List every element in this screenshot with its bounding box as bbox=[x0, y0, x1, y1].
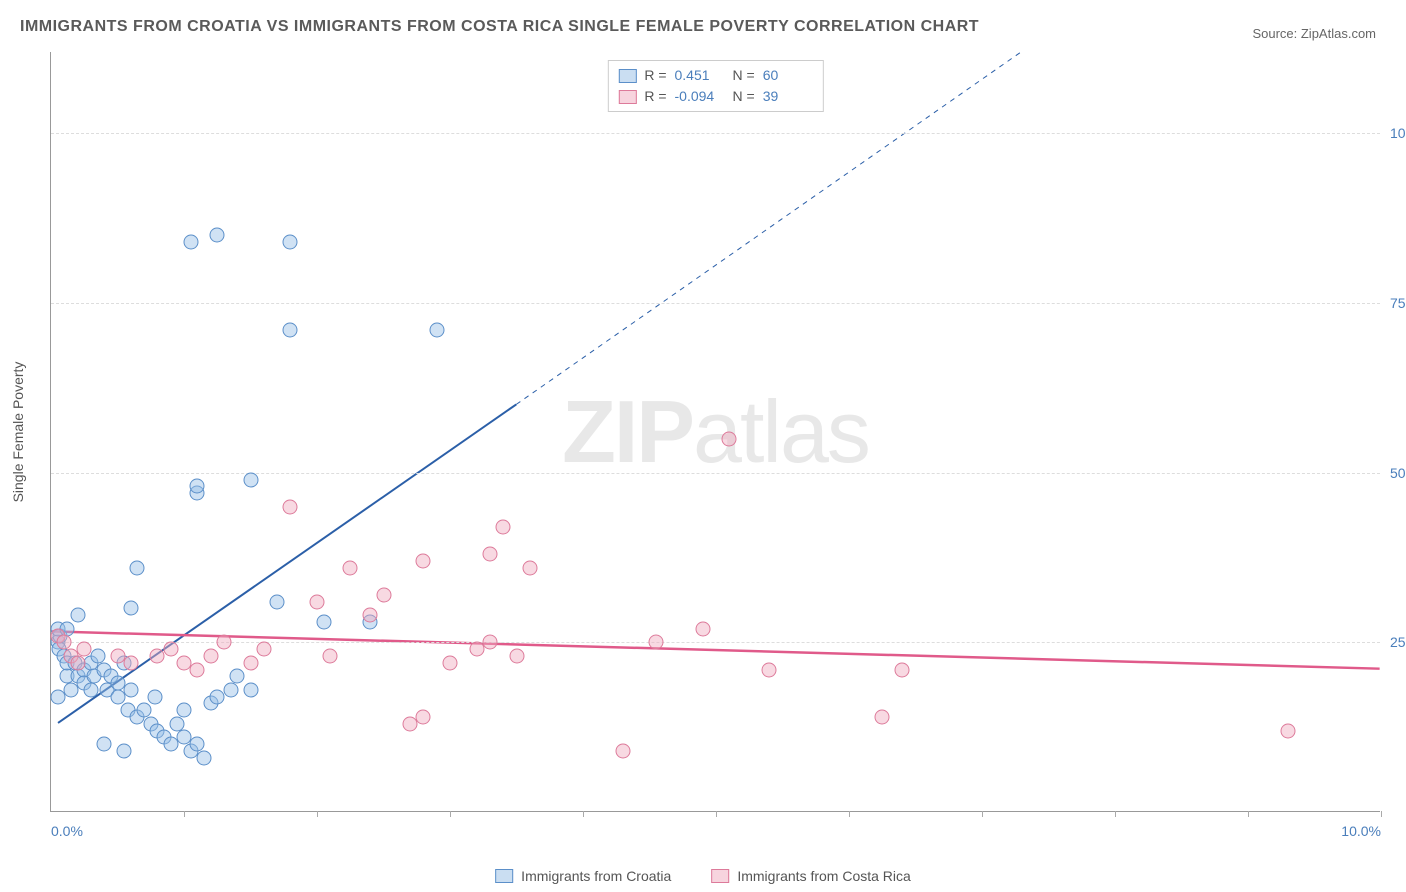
gridline bbox=[51, 642, 1380, 643]
data-point bbox=[256, 642, 271, 657]
legend-label: Immigrants from Costa Rica bbox=[737, 868, 910, 884]
swatch-icon bbox=[711, 869, 729, 883]
y-tick-label: 50.0% bbox=[1390, 465, 1406, 481]
correlation-stats-box: R = 0.451 N = 60 R = -0.094 N = 39 bbox=[607, 60, 823, 112]
data-point bbox=[443, 655, 458, 670]
swatch-icon bbox=[495, 869, 513, 883]
legend: Immigrants from Croatia Immigrants from … bbox=[495, 868, 911, 884]
data-point bbox=[895, 662, 910, 677]
swatch-series-1 bbox=[618, 69, 636, 83]
data-point bbox=[77, 642, 92, 657]
data-point bbox=[123, 601, 138, 616]
x-tick-label: 0.0% bbox=[51, 823, 83, 839]
data-point bbox=[496, 520, 511, 535]
y-tick-label: 100.0% bbox=[1390, 125, 1406, 141]
data-point bbox=[223, 682, 238, 697]
data-point bbox=[615, 743, 630, 758]
x-minor-tick bbox=[450, 811, 451, 817]
data-point bbox=[429, 323, 444, 338]
gridline bbox=[51, 303, 1380, 304]
data-point bbox=[190, 662, 205, 677]
stats-row-series-2: R = -0.094 N = 39 bbox=[618, 86, 812, 107]
chart-title: IMMIGRANTS FROM CROATIA VS IMMIGRANTS FR… bbox=[20, 18, 979, 36]
x-minor-tick bbox=[583, 811, 584, 817]
data-point bbox=[70, 608, 85, 623]
data-point bbox=[190, 479, 205, 494]
data-point bbox=[177, 703, 192, 718]
data-point bbox=[522, 560, 537, 575]
data-point bbox=[283, 323, 298, 338]
x-minor-tick bbox=[317, 811, 318, 817]
data-point bbox=[509, 648, 524, 663]
x-minor-tick bbox=[849, 811, 850, 817]
data-point bbox=[323, 648, 338, 663]
data-point bbox=[97, 737, 112, 752]
stats-row-series-1: R = 0.451 N = 60 bbox=[618, 65, 812, 86]
data-point bbox=[482, 547, 497, 562]
data-point bbox=[875, 710, 890, 725]
data-point bbox=[210, 228, 225, 243]
data-point bbox=[243, 655, 258, 670]
data-point bbox=[376, 587, 391, 602]
data-point bbox=[230, 669, 245, 684]
data-point bbox=[416, 553, 431, 568]
data-point bbox=[70, 655, 85, 670]
data-point bbox=[123, 682, 138, 697]
data-point bbox=[722, 431, 737, 446]
x-minor-tick bbox=[1248, 811, 1249, 817]
data-point bbox=[183, 235, 198, 250]
x-minor-tick bbox=[982, 811, 983, 817]
data-point bbox=[270, 594, 285, 609]
data-point bbox=[243, 472, 258, 487]
data-point bbox=[123, 655, 138, 670]
data-point bbox=[283, 499, 298, 514]
data-point bbox=[762, 662, 777, 677]
x-minor-tick bbox=[716, 811, 717, 817]
legend-item-costa-rica: Immigrants from Costa Rica bbox=[711, 868, 910, 884]
plot-region: ZIPatlas R = 0.451 N = 60 R = -0.094 N =… bbox=[50, 52, 1380, 812]
data-point bbox=[163, 642, 178, 657]
data-point bbox=[117, 743, 132, 758]
watermark: ZIPatlas bbox=[562, 381, 869, 483]
data-point bbox=[243, 682, 258, 697]
data-point bbox=[316, 615, 331, 630]
data-point bbox=[416, 710, 431, 725]
swatch-series-2 bbox=[618, 90, 636, 104]
data-point bbox=[695, 621, 710, 636]
data-point bbox=[649, 635, 664, 650]
data-point bbox=[216, 635, 231, 650]
x-tick-label: 10.0% bbox=[1341, 823, 1381, 839]
data-point bbox=[283, 235, 298, 250]
data-point bbox=[310, 594, 325, 609]
data-point bbox=[147, 689, 162, 704]
data-point bbox=[203, 648, 218, 663]
y-axis-label: Single Female Poverty bbox=[10, 362, 26, 503]
data-point bbox=[83, 682, 98, 697]
data-point bbox=[343, 560, 358, 575]
chart-area: Single Female Poverty ZIPatlas R = 0.451… bbox=[50, 52, 1380, 812]
data-point bbox=[196, 750, 211, 765]
x-minor-tick bbox=[1115, 811, 1116, 817]
source-label: Source: ZipAtlas.com bbox=[1252, 26, 1376, 41]
legend-item-croatia: Immigrants from Croatia bbox=[495, 868, 671, 884]
gridline bbox=[51, 133, 1380, 134]
legend-label: Immigrants from Croatia bbox=[521, 868, 671, 884]
y-tick-label: 25.0% bbox=[1390, 634, 1406, 650]
data-point bbox=[1280, 723, 1295, 738]
data-point bbox=[363, 608, 378, 623]
data-point bbox=[482, 635, 497, 650]
data-point bbox=[130, 560, 145, 575]
y-tick-label: 75.0% bbox=[1390, 295, 1406, 311]
x-minor-tick bbox=[184, 811, 185, 817]
x-minor-tick bbox=[1381, 811, 1382, 817]
data-point bbox=[50, 689, 65, 704]
